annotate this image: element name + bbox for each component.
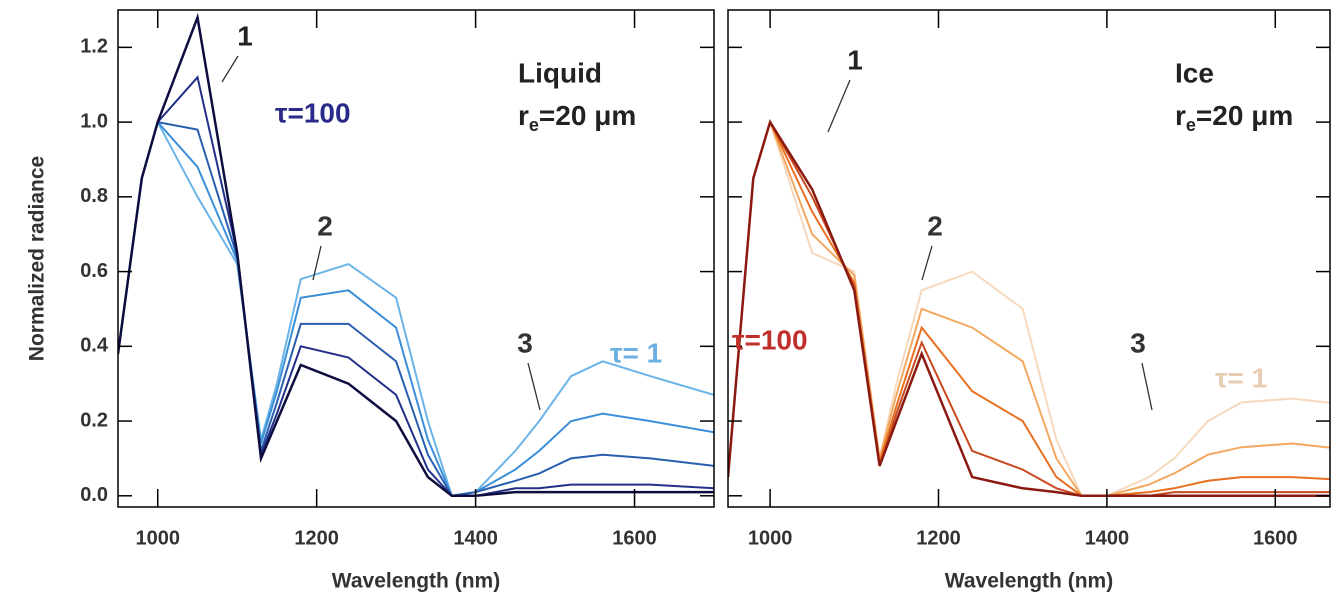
plot-frame bbox=[727, 9, 1331, 508]
annotation: 1 bbox=[237, 20, 253, 51]
plot-frame bbox=[117, 9, 715, 508]
spectrum-line bbox=[118, 120, 714, 497]
annotation-arrow bbox=[827, 79, 851, 133]
annotation: τ= 1 bbox=[1215, 362, 1267, 393]
re-base: r bbox=[1175, 100, 1186, 131]
x-tick-label: 1400 bbox=[1085, 527, 1130, 549]
x-tick-label: 1000 bbox=[748, 527, 793, 549]
spectrum-line bbox=[728, 118, 1330, 497]
re-label: re=20 μm bbox=[1175, 100, 1293, 134]
x-tick-label: 1600 bbox=[612, 527, 657, 549]
annotation: Ice bbox=[1175, 57, 1214, 88]
re-base: r bbox=[518, 100, 529, 131]
annotation: 3 bbox=[517, 327, 533, 358]
annotation: 2 bbox=[927, 210, 943, 241]
x-tick-label: 1400 bbox=[453, 527, 498, 549]
annotation: Liquid bbox=[518, 57, 602, 88]
spectrum-line bbox=[118, 75, 714, 497]
re-tail: =20 μm bbox=[539, 100, 636, 131]
spectrum-line bbox=[728, 119, 1330, 498]
annotation: τ= 1 bbox=[610, 337, 662, 368]
y-tick-label: 0.4 bbox=[80, 335, 109, 357]
spectrum-line bbox=[118, 12, 714, 498]
y-tick-label: 0.2 bbox=[80, 409, 108, 431]
spectrum-line bbox=[728, 119, 1330, 497]
x-tick-label: 1600 bbox=[1253, 527, 1298, 549]
y-tick-label: 0.8 bbox=[80, 185, 108, 207]
y-tick-label: 0.0 bbox=[80, 484, 108, 506]
annotation: τ=100 bbox=[732, 324, 808, 355]
re-tail: =20 μm bbox=[1196, 100, 1293, 131]
annotation-arrow bbox=[1141, 362, 1153, 411]
re-label: re=20 μm bbox=[518, 100, 636, 134]
annotation-arrow bbox=[921, 245, 933, 281]
spectrum-line bbox=[118, 120, 714, 497]
x-tick-label: 1200 bbox=[294, 527, 339, 549]
annotation-arrow bbox=[527, 362, 541, 411]
y-tick-label: 1.0 bbox=[80, 110, 108, 132]
x-tick-label: 1000 bbox=[135, 527, 180, 549]
y-tick-label: 0.6 bbox=[80, 260, 108, 282]
annotation-arrow bbox=[312, 245, 322, 281]
x-tick-label: 1200 bbox=[916, 527, 961, 549]
spectrum-line bbox=[728, 119, 1330, 497]
annotation: 2 bbox=[317, 210, 333, 241]
re-sub: e bbox=[529, 115, 539, 135]
re-sub: e bbox=[1186, 115, 1196, 135]
spectrum-line bbox=[728, 118, 1330, 497]
x-axis-label: Wavelength (nm) bbox=[945, 570, 1113, 593]
y-axis-label: Normalized radiance bbox=[26, 156, 49, 361]
annotation: 3 bbox=[1130, 327, 1146, 358]
spectrum-line bbox=[118, 119, 714, 497]
y-tick-label: 1.2 bbox=[80, 36, 108, 58]
x-axis-label: Wavelength (nm) bbox=[332, 570, 500, 593]
annotation: 1 bbox=[847, 44, 863, 75]
annotation-arrow bbox=[221, 55, 239, 83]
annotation: τ=100 bbox=[275, 97, 351, 128]
